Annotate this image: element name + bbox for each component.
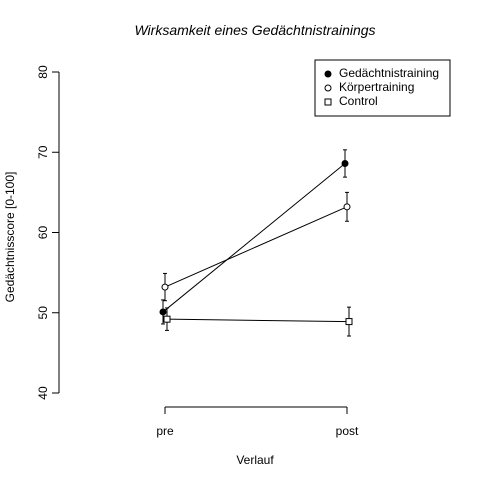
x-tick-label: post bbox=[336, 424, 359, 438]
y-tick-label: 40 bbox=[36, 386, 50, 400]
y-tick-label: 50 bbox=[36, 306, 50, 320]
y-tick-label: 70 bbox=[36, 145, 50, 159]
point bbox=[163, 315, 171, 323]
x-tick-label: pre bbox=[156, 424, 174, 438]
y-tick-label: 80 bbox=[36, 65, 50, 79]
legend-box bbox=[314, 59, 451, 117]
y-axis-label: Gedächtnisscore [0-100] bbox=[3, 172, 17, 303]
point bbox=[345, 318, 353, 326]
legend-marker bbox=[324, 70, 332, 78]
chart-title: Wirksamkeit eines Gedächtnistrainings bbox=[134, 22, 375, 38]
legend-label: Gedächtnistraining bbox=[339, 66, 439, 80]
legend-marker bbox=[324, 84, 332, 92]
legend-label: Control bbox=[339, 94, 378, 108]
legend-marker bbox=[324, 98, 332, 106]
y-tick-label: 60 bbox=[36, 226, 50, 240]
legend-label: Körpertraining bbox=[339, 80, 414, 94]
point bbox=[159, 308, 167, 316]
series-line bbox=[162, 163, 346, 313]
x-axis-label: Verlauf bbox=[236, 453, 274, 467]
point bbox=[341, 159, 349, 167]
point bbox=[161, 283, 169, 291]
point bbox=[343, 203, 351, 211]
series-line bbox=[164, 206, 348, 288]
series-line bbox=[166, 318, 350, 323]
